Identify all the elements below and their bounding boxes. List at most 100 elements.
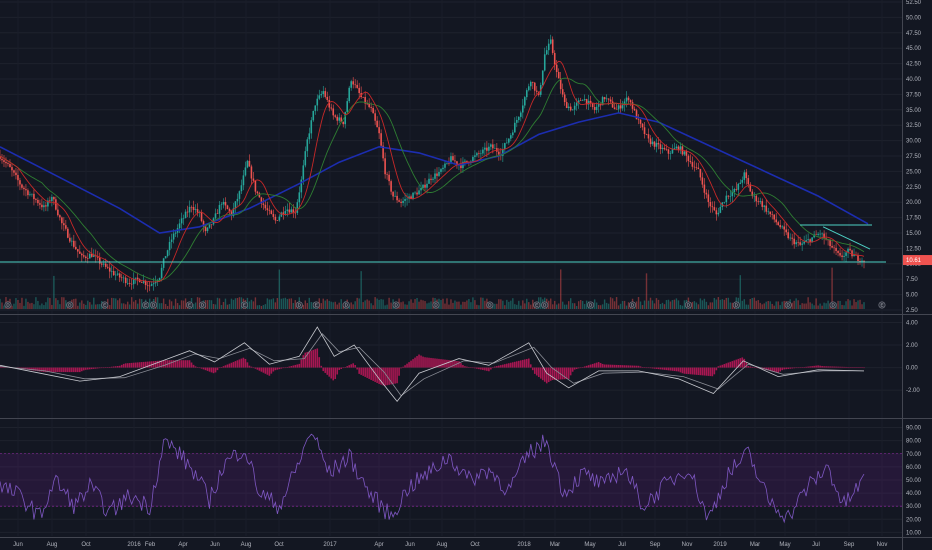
candle-body (282, 212, 285, 214)
candle-body (45, 205, 47, 207)
event-flag-marker[interactable] (101, 301, 109, 309)
candle-body (843, 255, 845, 257)
event-flag-dividend[interactable]: D (486, 301, 494, 309)
event-flag-dividend[interactable]: D (684, 301, 692, 309)
event-flag-marker[interactable] (784, 301, 792, 309)
candle-body (146, 285, 149, 286)
volume-bar (75, 298, 77, 309)
macd-histogram-bar (661, 367, 664, 370)
trendline[interactable] (822, 226, 871, 250)
event-flag-earnings[interactable]: E (533, 301, 541, 309)
event-flag-dividend[interactable]: D (150, 301, 158, 309)
time-axis[interactable]: Jun Aug Oct 2016 Feb Apr Jun Aug Oct 2017 Apr Jun Au… (13, 542, 887, 548)
event-flag-earnings[interactable]: E (878, 301, 886, 309)
volume-bar (757, 300, 759, 309)
event-flag-earnings[interactable]: E (312, 301, 320, 309)
event-flag-marker[interactable] (587, 301, 595, 309)
macd-histogram-bar (71, 367, 73, 373)
event-flag-marker[interactable] (629, 301, 637, 309)
event-flag-dividend[interactable]: D (829, 301, 837, 309)
candle-body (699, 169, 702, 178)
event-flag-dividend[interactable]: D (732, 301, 740, 309)
event-flag-dividend[interactable]: D (629, 301, 637, 309)
volume-bar (276, 298, 279, 309)
candle-body (729, 196, 732, 197)
candle-body (450, 156, 452, 164)
event-flag-marker[interactable] (150, 301, 158, 309)
event-flag-marker[interactable] (878, 301, 886, 309)
time-axis-tick: Sep (650, 542, 661, 548)
candle-body (769, 211, 772, 215)
macd-histogram-bar (112, 366, 115, 368)
volume-bar (416, 297, 418, 309)
event-flag-earnings[interactable]: E (101, 301, 109, 309)
event-flag-earnings[interactable]: E (142, 301, 150, 309)
event-flag-marker[interactable] (199, 301, 207, 309)
event-flag-earnings[interactable]: E (240, 301, 248, 309)
volume-bar (258, 305, 261, 309)
event-flag-dividend[interactable]: D (199, 301, 207, 309)
macd-histogram-bar (687, 367, 690, 375)
event-flag-marker[interactable] (486, 301, 494, 309)
event-flag-dividend[interactable]: D (342, 301, 350, 309)
volume-bar (773, 305, 775, 309)
volume-bar (480, 297, 482, 309)
rsi-pane[interactable] (0, 433, 902, 524)
macd-histogram-bar (302, 355, 305, 368)
candle-body (809, 239, 811, 243)
event-flag-dividend[interactable]: D (4, 301, 12, 309)
macd-pane[interactable] (0, 326, 865, 403)
event-flag-earnings[interactable]: E (186, 301, 194, 309)
event-flag-marker[interactable] (295, 301, 303, 309)
event-flag-marker[interactable] (829, 301, 837, 309)
candle-body (613, 107, 616, 109)
event-flag-marker[interactable] (66, 301, 74, 309)
event-flag-marker[interactable] (392, 301, 400, 309)
volume-bar (208, 299, 211, 309)
candle-body (128, 283, 131, 284)
event-flag-marker[interactable] (684, 301, 692, 309)
event-flag-marker[interactable] (312, 301, 320, 309)
event-flag-dividend[interactable]: D (66, 301, 74, 309)
volume-bar (304, 300, 306, 309)
volume-bar (839, 300, 841, 309)
event-flag-marker[interactable] (4, 301, 12, 309)
candle-body (839, 252, 841, 256)
candle-body (406, 198, 408, 200)
volume-bar (799, 304, 801, 309)
event-flag-dividend[interactable]: D (541, 301, 549, 309)
event-flag-marker[interactable] (240, 301, 248, 309)
candle-body (639, 119, 642, 124)
macd-histogram-bar (805, 366, 807, 368)
candle-body (160, 267, 163, 279)
volume-bar (368, 300, 370, 309)
macd-histogram-bar (31, 367, 33, 371)
volume-bar (484, 300, 486, 309)
candle-body (73, 240, 75, 247)
event-flag-marker[interactable] (342, 301, 350, 309)
event-flag-marker[interactable] (186, 301, 194, 309)
event-flag-dividend[interactable]: D (784, 301, 792, 309)
event-flag-marker[interactable] (541, 301, 549, 309)
candle-body (274, 216, 277, 221)
event-flag-dividend[interactable]: D (392, 301, 400, 309)
macd-histogram-bar (637, 365, 640, 368)
candle-body (549, 39, 552, 44)
candle-body (11, 167, 13, 171)
event-flag-dividend[interactable]: D (295, 301, 303, 309)
macd-histogram-bar (791, 367, 793, 369)
event-flag-marker[interactable] (142, 301, 150, 309)
candle-body (440, 169, 442, 172)
event-flag-marker[interactable] (533, 301, 541, 309)
event-flag-marker[interactable] (732, 301, 740, 309)
candle-body (569, 106, 572, 111)
macd-histogram-bar (663, 367, 666, 370)
event-flag-dividend[interactable]: D (432, 301, 440, 309)
price-axis[interactable]: 2.50 5.00 7.50 10.00 12.50 15.00 17.50 20.00 22.… (903, 0, 932, 536)
volume-bar (795, 298, 797, 309)
candle-body (771, 214, 774, 215)
event-flag-marker[interactable] (432, 301, 440, 309)
event-flag-dividend[interactable]: D (587, 301, 595, 309)
